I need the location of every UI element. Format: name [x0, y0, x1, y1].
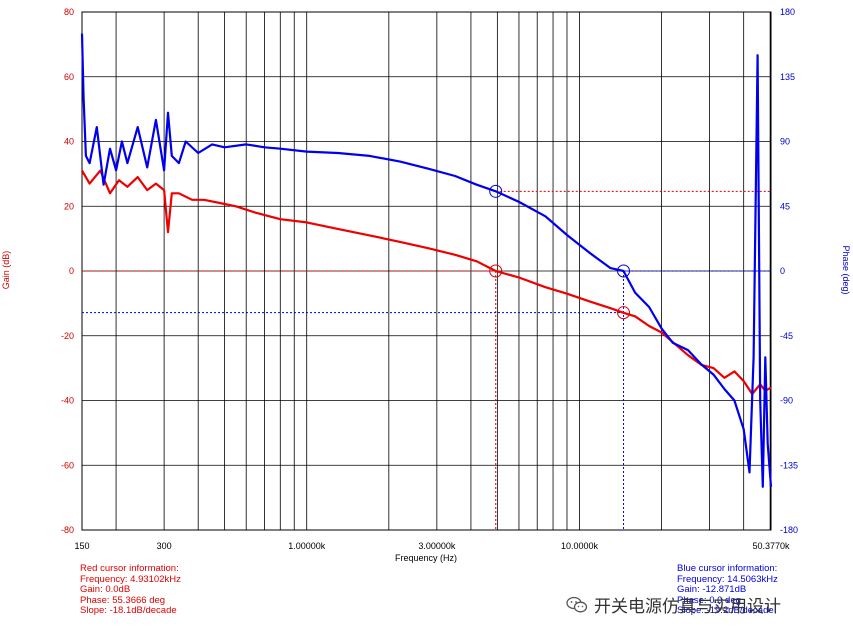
watermark-text: 开关电源仿真与实用设计 — [594, 597, 781, 617]
phase-tick-label: -135 — [780, 460, 798, 470]
cursor-lines — [82, 184, 771, 530]
blue-cursor-info: Blue cursor information: Frequency: 14.5… — [677, 563, 778, 617]
phase-series-line — [80, 33, 773, 488]
blue-cursor-frequency: Frequency: 14.5063kHz — [677, 573, 778, 585]
gain-series-line — [81, 169, 772, 396]
gain-tick-label: -20 — [61, 331, 74, 341]
frequency-tick-label: 10.0000k — [561, 541, 599, 551]
blue-cursor-slope: Slope: -19.2dB/decade — [677, 605, 774, 616]
gain-tick-label: -80 — [61, 525, 74, 535]
red-cursor-frequency: Frequency: 4.93102kHz — [80, 573, 181, 585]
gain-tick-label: -40 — [61, 396, 74, 406]
gain-axis: 80 60 40 20 0 -20 -40 -60 -80 — [61, 7, 74, 535]
gain-tick-label: 40 — [64, 137, 74, 147]
phase-tick-label: -180 — [780, 525, 798, 535]
phase-tick-label: -45 — [780, 331, 793, 341]
phase-tick-label: 180 — [780, 7, 795, 17]
frequency-tick-label: 150 — [74, 541, 89, 551]
phase-axis-label: Phase (deg) — [841, 245, 851, 294]
phase-tick-label: 45 — [780, 201, 790, 211]
phase-tick-label: 135 — [780, 72, 795, 82]
phase-tick-label: 0 — [780, 266, 785, 276]
red-cursor-phase: Phase: 55.3666 deg — [80, 594, 166, 606]
frequency-tick-label: 3.00000k — [418, 541, 456, 551]
red-cursor-slope: Slope: -18.1dB/decade — [80, 605, 177, 616]
gain-tick-label: -60 — [61, 460, 74, 470]
x-axis-label: Frequency (Hz) — [395, 553, 457, 563]
wechat-icon — [566, 596, 588, 612]
gain-tick-label: 0 — [69, 266, 74, 276]
phase-axis: 180 135 90 45 0 -45 -90 -135 -180 — [780, 7, 798, 535]
watermark: 开关电源仿真与实用设计 — [566, 592, 781, 617]
frequency-axis: 150 300 1.00000k 3.00000k 10.0000k 50.3770k — [74, 541, 790, 551]
red-cursor-gain-marker — [489, 264, 503, 278]
gain-tick-label: 60 — [64, 72, 74, 82]
frequency-tick-label: 50.3770k — [752, 541, 790, 551]
blue-cursor-phase-marker — [617, 264, 631, 278]
frequency-tick-label: 1.00000k — [288, 541, 326, 551]
gain-axis-label: Gain (dB) — [1, 251, 11, 290]
blue-cursor-gain: Gain: -12.871dB — [677, 584, 747, 595]
red-cursor-gain: Gain: 0.0dB — [80, 584, 131, 595]
red-cursor-phase-marker — [489, 184, 503, 198]
red-cursor-title: Red cursor information: — [80, 563, 179, 574]
blue-cursor-title: Blue cursor information: — [677, 563, 778, 574]
phase-tick-label: -90 — [780, 396, 793, 406]
frequency-tick-label: 300 — [157, 541, 172, 551]
red-cursor-info: Red cursor information: Frequency: 4.931… — [80, 563, 181, 617]
blue-cursor-phase: Phase: 0.0 deg — [677, 594, 741, 606]
phase-tick-label: 90 — [780, 137, 790, 147]
blue-cursor-gain-marker — [617, 306, 631, 320]
series-lines — [80, 33, 773, 488]
gain-tick-label: 20 — [64, 201, 74, 211]
gain-tick-label: 80 — [64, 7, 74, 17]
